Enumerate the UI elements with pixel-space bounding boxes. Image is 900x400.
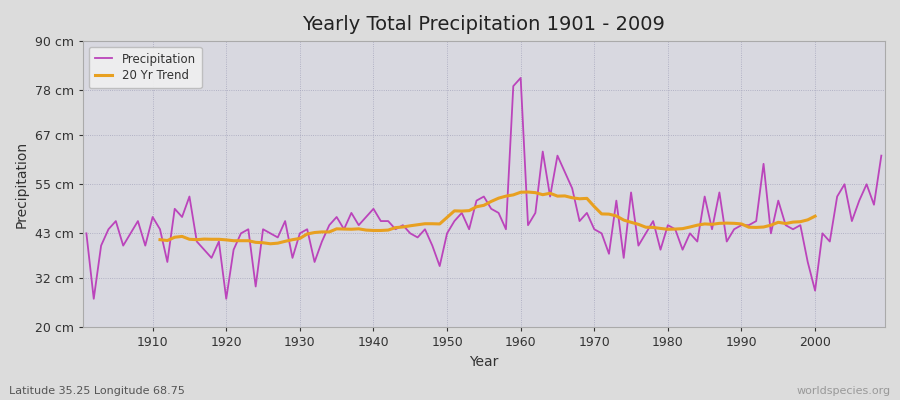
Y-axis label: Precipitation: Precipitation: [15, 141, 29, 228]
20 Yr Trend: [626, 220, 636, 225]
Title: Yearly Total Precipitation 1901 - 2009: Yearly Total Precipitation 1901 - 2009: [302, 15, 665, 34]
Text: worldspecies.org: worldspecies.org: [796, 386, 891, 396]
Precipitation: [310, 260, 320, 264]
20 Yr Trend: [523, 190, 534, 194]
Precipitation: [876, 153, 886, 158]
Precipitation: [354, 223, 364, 228]
Precipitation: [523, 223, 534, 228]
Legend: Precipitation, 20 Yr Trend: Precipitation, 20 Yr Trend: [88, 47, 202, 88]
20 Yr Trend: [795, 219, 806, 224]
20 Yr Trend: [155, 237, 166, 242]
20 Yr Trend: [243, 238, 254, 243]
20 Yr Trend: [810, 214, 821, 218]
20 Yr Trend: [361, 228, 372, 232]
Text: Latitude 35.25 Longitude 68.75: Latitude 35.25 Longitude 68.75: [9, 386, 184, 396]
Precipitation: [516, 76, 526, 80]
Line: Precipitation: Precipitation: [86, 78, 881, 299]
20 Yr Trend: [729, 221, 740, 226]
20 Yr Trend: [265, 241, 275, 246]
Precipitation: [81, 231, 92, 236]
Precipitation: [88, 296, 99, 301]
Precipitation: [530, 210, 541, 215]
X-axis label: Year: Year: [469, 355, 499, 369]
Precipitation: [618, 256, 629, 260]
Precipitation: [148, 214, 158, 219]
Line: 20 Yr Trend: 20 Yr Trend: [160, 192, 815, 244]
20 Yr Trend: [714, 221, 724, 226]
